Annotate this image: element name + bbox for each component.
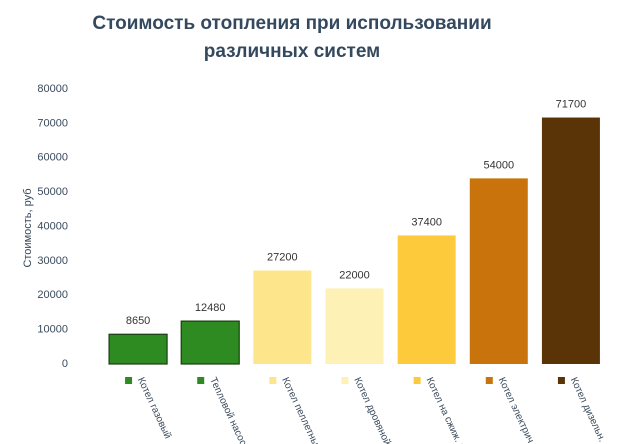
x-tick-label: Котел газовый [135, 376, 173, 441]
value-label: 37400 [411, 216, 442, 228]
legend-swatch [341, 377, 349, 384]
chart-title: различных систем [204, 41, 380, 62]
bar [469, 178, 528, 364]
bar [541, 117, 600, 364]
value-label: 12480 [195, 302, 226, 314]
y-tick-label: 80000 [37, 83, 68, 95]
x-tick-label: Тепловой насос [207, 376, 248, 444]
value-label: 8650 [126, 315, 150, 327]
legend-swatch [557, 377, 565, 384]
legend-swatch [485, 377, 493, 384]
legend-swatch [125, 377, 133, 384]
value-label: 71700 [556, 98, 587, 110]
y-tick-label: 70000 [37, 117, 68, 129]
value-label: 27200 [267, 251, 298, 263]
y-tick-label: 60000 [37, 152, 68, 164]
x-tick-label: Котел на сжиж. газе [424, 376, 473, 444]
value-label: 54000 [483, 159, 514, 171]
legend-swatch [197, 377, 205, 384]
x-tick-label: Котел пеллетный [279, 376, 323, 444]
x-tick-label: Котел дизельн. [568, 376, 608, 444]
y-tick-label: 0 [62, 358, 68, 370]
y-axis-label: Стоимость, руб [22, 188, 34, 267]
legend-swatch [269, 377, 277, 384]
value-label: 22000 [339, 269, 370, 281]
y-tick-label: 30000 [37, 255, 68, 267]
bar [180, 320, 240, 365]
bar [397, 235, 456, 364]
y-tick-label: 20000 [37, 289, 68, 301]
legend-swatch [413, 377, 421, 384]
y-tick-label: 50000 [37, 186, 68, 198]
y-tick-label: 40000 [37, 220, 68, 232]
bar [325, 288, 384, 364]
bar [253, 270, 312, 364]
x-tick-label: Котел дровяной [351, 376, 392, 444]
y-tick-label: 10000 [37, 324, 68, 336]
chart-title: Стоимость отопления при использовании [92, 13, 491, 34]
bar [108, 333, 168, 365]
x-tick-label: Котел электрич. [496, 376, 537, 444]
